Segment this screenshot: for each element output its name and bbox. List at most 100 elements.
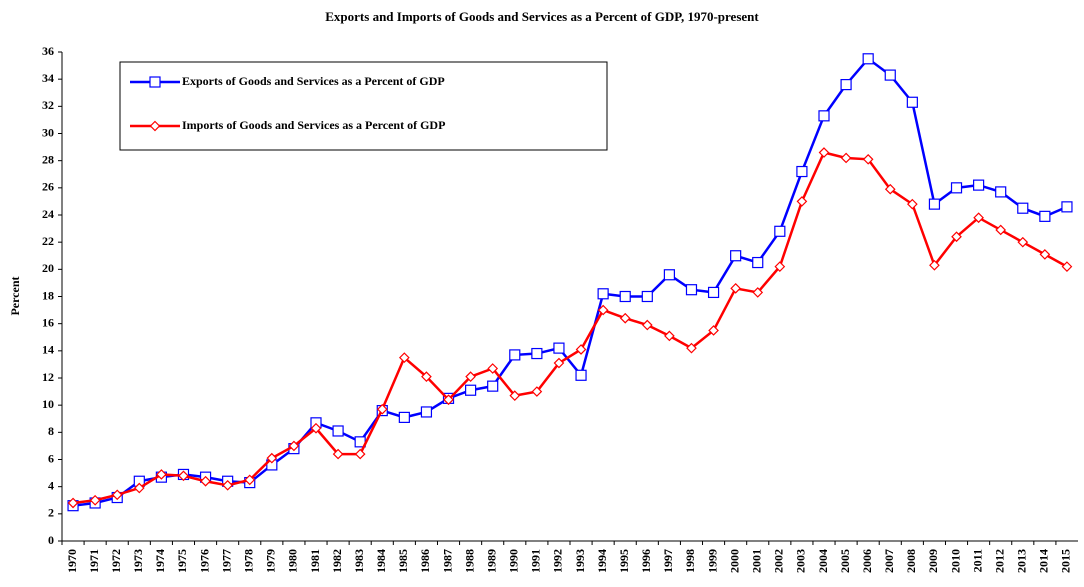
data-point — [973, 212, 984, 224]
data-point — [553, 357, 565, 369]
legend-marker — [149, 76, 161, 88]
x-tick-label: 2002 — [772, 549, 786, 573]
data-point — [730, 283, 742, 294]
y-tick-label: 12 — [42, 370, 54, 384]
data-point — [531, 347, 543, 360]
y-tick-label: 32 — [42, 98, 54, 112]
data-point — [884, 183, 896, 195]
data-point — [1039, 210, 1051, 222]
y-tick-label: 30 — [42, 125, 54, 139]
y-tick-label: 0 — [48, 533, 54, 547]
x-tick-label: 1993 — [573, 549, 587, 573]
data-point — [487, 363, 499, 374]
y-tick-label: 34 — [42, 71, 54, 85]
legend-label: Imports of Goods and Services as a Perce… — [182, 118, 445, 132]
data-point — [465, 384, 477, 396]
x-tick-label: 2015 — [1059, 549, 1073, 573]
x-tick-label: 1976 — [197, 549, 211, 573]
y-tick-label: 4 — [48, 478, 54, 492]
data-point — [973, 179, 985, 191]
data-point — [443, 394, 454, 406]
x-tick-label: 1977 — [219, 549, 233, 573]
data-point — [686, 342, 697, 354]
data-point — [1017, 236, 1029, 248]
data-point — [884, 69, 896, 81]
data-point — [222, 479, 234, 491]
x-tick-label: 2011 — [970, 549, 984, 572]
data-point — [156, 469, 167, 480]
data-point — [553, 342, 565, 354]
data-point — [774, 225, 786, 237]
chart-title: Exports and Imports of Goods and Service… — [325, 9, 759, 24]
x-tick-label: 1980 — [286, 549, 300, 573]
x-tick-label: 1994 — [595, 549, 609, 573]
x-tick-label: 2008 — [904, 549, 918, 573]
data-point — [1017, 202, 1029, 214]
data-point — [509, 349, 521, 361]
x-tick-label: 1997 — [661, 549, 675, 573]
x-tick-label: 1983 — [352, 549, 366, 573]
x-tick-label: 1974 — [153, 549, 167, 573]
data-point — [818, 147, 830, 158]
y-tick-label: 36 — [42, 44, 54, 58]
x-tick-label: 1985 — [396, 549, 410, 573]
x-tick-label: 1970 — [65, 549, 79, 573]
data-point — [1061, 201, 1073, 213]
x-tick-label: 1991 — [529, 549, 543, 573]
x-tick-label: 2005 — [838, 549, 852, 573]
legend-box — [119, 61, 608, 151]
y-tick-label: 26 — [42, 180, 54, 194]
x-tick-label: 1987 — [440, 549, 454, 573]
data-point — [420, 406, 433, 418]
x-tick-label: 1986 — [418, 549, 432, 573]
x-tick-label: 1984 — [374, 549, 388, 573]
data-point — [796, 196, 808, 207]
data-point — [1061, 261, 1073, 272]
x-tick-label: 2014 — [1037, 549, 1051, 573]
data-point — [862, 53, 874, 65]
x-tick-label: 1995 — [617, 549, 631, 573]
data-point — [752, 256, 764, 269]
x-tick-label: 2003 — [794, 549, 808, 573]
data-point — [619, 312, 631, 324]
data-point — [244, 474, 256, 486]
data-point — [354, 448, 366, 460]
data-point — [796, 165, 808, 178]
data-point — [266, 452, 278, 464]
data-point — [597, 288, 609, 300]
data-point — [707, 286, 720, 299]
data-point — [288, 440, 300, 452]
data-point — [111, 489, 123, 501]
y-tick-label: 14 — [42, 343, 54, 357]
x-tick-label: 2000 — [727, 549, 741, 573]
x-tick-label: 2012 — [992, 549, 1006, 573]
x-tick-label: 1978 — [241, 549, 255, 573]
data-point — [1039, 249, 1051, 260]
x-tick-label: 1975 — [175, 549, 189, 573]
data-point — [862, 153, 874, 165]
x-tick-label: 1989 — [484, 549, 498, 573]
data-point — [67, 497, 79, 509]
data-point — [200, 475, 211, 487]
data-point — [995, 186, 1007, 198]
data-point — [906, 96, 918, 108]
data-point — [928, 198, 941, 210]
legend-label: Exports of Goods and Services as a Perce… — [182, 74, 445, 88]
data-point — [531, 386, 543, 397]
x-tick-label: 2004 — [816, 549, 830, 573]
data-point — [774, 261, 786, 272]
data-point — [332, 425, 344, 437]
x-tick-label: 1999 — [705, 549, 719, 573]
x-tick-label: 1981 — [308, 549, 322, 573]
data-point — [906, 198, 918, 210]
legend-marker — [149, 120, 161, 132]
data-point — [421, 371, 432, 382]
x-tick-label: 1972 — [109, 549, 123, 573]
y-tick-label: 10 — [42, 397, 54, 411]
data-point — [951, 231, 962, 243]
data-point — [685, 284, 698, 296]
data-point — [929, 259, 940, 271]
data-point — [398, 411, 410, 423]
data-point — [840, 78, 852, 91]
